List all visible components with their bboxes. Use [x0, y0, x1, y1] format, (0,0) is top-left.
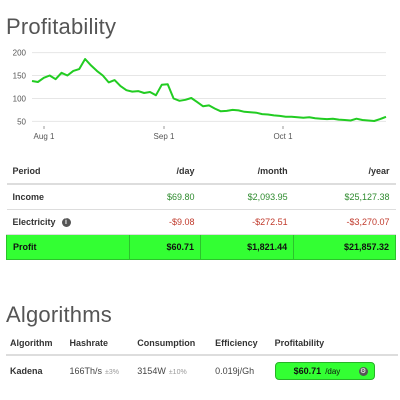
y-tick-label: 50	[17, 117, 26, 126]
col-profitability: Profitability	[270, 332, 398, 356]
col-consumption: Consumption	[133, 332, 212, 356]
profit-cell: $60.71/day ⚙	[271, 355, 398, 386]
hashrate-cell: 166Th/s ±3%	[66, 355, 134, 386]
efficiency-value: 0.019j/Gh	[215, 366, 255, 376]
col-efficiency: Efficiency	[211, 332, 271, 356]
col-algorithm: Algorithm	[6, 332, 66, 356]
profit-day: $60.71	[128, 234, 202, 260]
algorithms-title: Algorithms	[6, 302, 112, 327]
income-month: $2,093.95	[200, 184, 294, 210]
y-tick-label: 200	[13, 49, 27, 58]
settings-icon[interactable]: ⚙	[358, 366, 368, 376]
col-year: /year	[293, 158, 396, 185]
y-tick-label: 100	[13, 94, 27, 103]
electricity-year: -$3,270.07	[293, 209, 396, 235]
profit-pill[interactable]: $60.71/day ⚙	[274, 362, 375, 380]
col-day: /day	[129, 158, 201, 185]
info-icon[interactable]: i	[61, 218, 71, 228]
income-year: $25,127.38	[293, 184, 396, 210]
income-day: $69.80	[129, 184, 201, 210]
profitability-chart: 200 150 100 50 Aug 1 Sep 1 Oct 1	[13, 49, 387, 141]
electricity-label: Electricity	[12, 216, 56, 227]
hashrate-value: 166Th/s	[69, 366, 103, 376]
income-row: Income $69.80 $2,093.95 $25,127.38	[6, 184, 396, 210]
profitability-title: Profitability	[6, 14, 117, 39]
x-tick-label: Aug 1	[34, 132, 55, 141]
profit-row: Profit $60.71 $1,821.44 $21,857.32	[6, 234, 396, 260]
electricity-label-cell: Electricity i	[6, 209, 130, 235]
profit-pill-unit: /day	[325, 367, 341, 376]
consumption-tolerance: ±10%	[168, 369, 187, 376]
income-label: Income	[6, 184, 130, 210]
profit-label: Profit	[6, 234, 130, 260]
profit-month: $1,821.44	[200, 234, 295, 260]
col-hashrate: Hashrate	[65, 332, 134, 356]
profit-pill-text: $60.71/day	[294, 366, 341, 376]
electricity-day: -$9.08	[129, 209, 201, 235]
algorithms-header-row: Algorithm Hashrate Consumption Efficienc…	[6, 332, 398, 356]
electricity-row: Electricity i -$9.08 -$272.51 -$3,270.07	[6, 209, 396, 235]
profitability-series-line	[31, 58, 387, 122]
algorithm-row: Kadena 166Th/s ±3% 3154W ±10% 0.019j/Gh $6…	[6, 355, 398, 386]
col-month: /month	[200, 158, 294, 185]
consumption-cell: 3154W ±10%	[133, 355, 211, 386]
hashrate-tolerance: ±3%	[105, 369, 120, 376]
profit-pill-value: $60.71	[293, 366, 322, 376]
y-tick-label: 150	[13, 72, 27, 81]
algorithm-name: Kadena	[10, 366, 43, 376]
x-tick-label: Sep 1	[154, 132, 175, 141]
profit-year: $21,857.32	[293, 234, 396, 260]
electricity-month: -$272.51	[200, 209, 294, 235]
table-header-row: Period /day /month /year	[6, 158, 396, 185]
col-period: Period	[6, 158, 130, 185]
x-tick-label: Oct 1	[273, 132, 293, 141]
algorithms-table: Algorithm Hashrate Consumption Efficienc…	[6, 332, 398, 386]
consumption-value: 3154W	[137, 366, 166, 376]
profitability-table: Period /day /month /year Income $69.80 $…	[6, 158, 396, 260]
